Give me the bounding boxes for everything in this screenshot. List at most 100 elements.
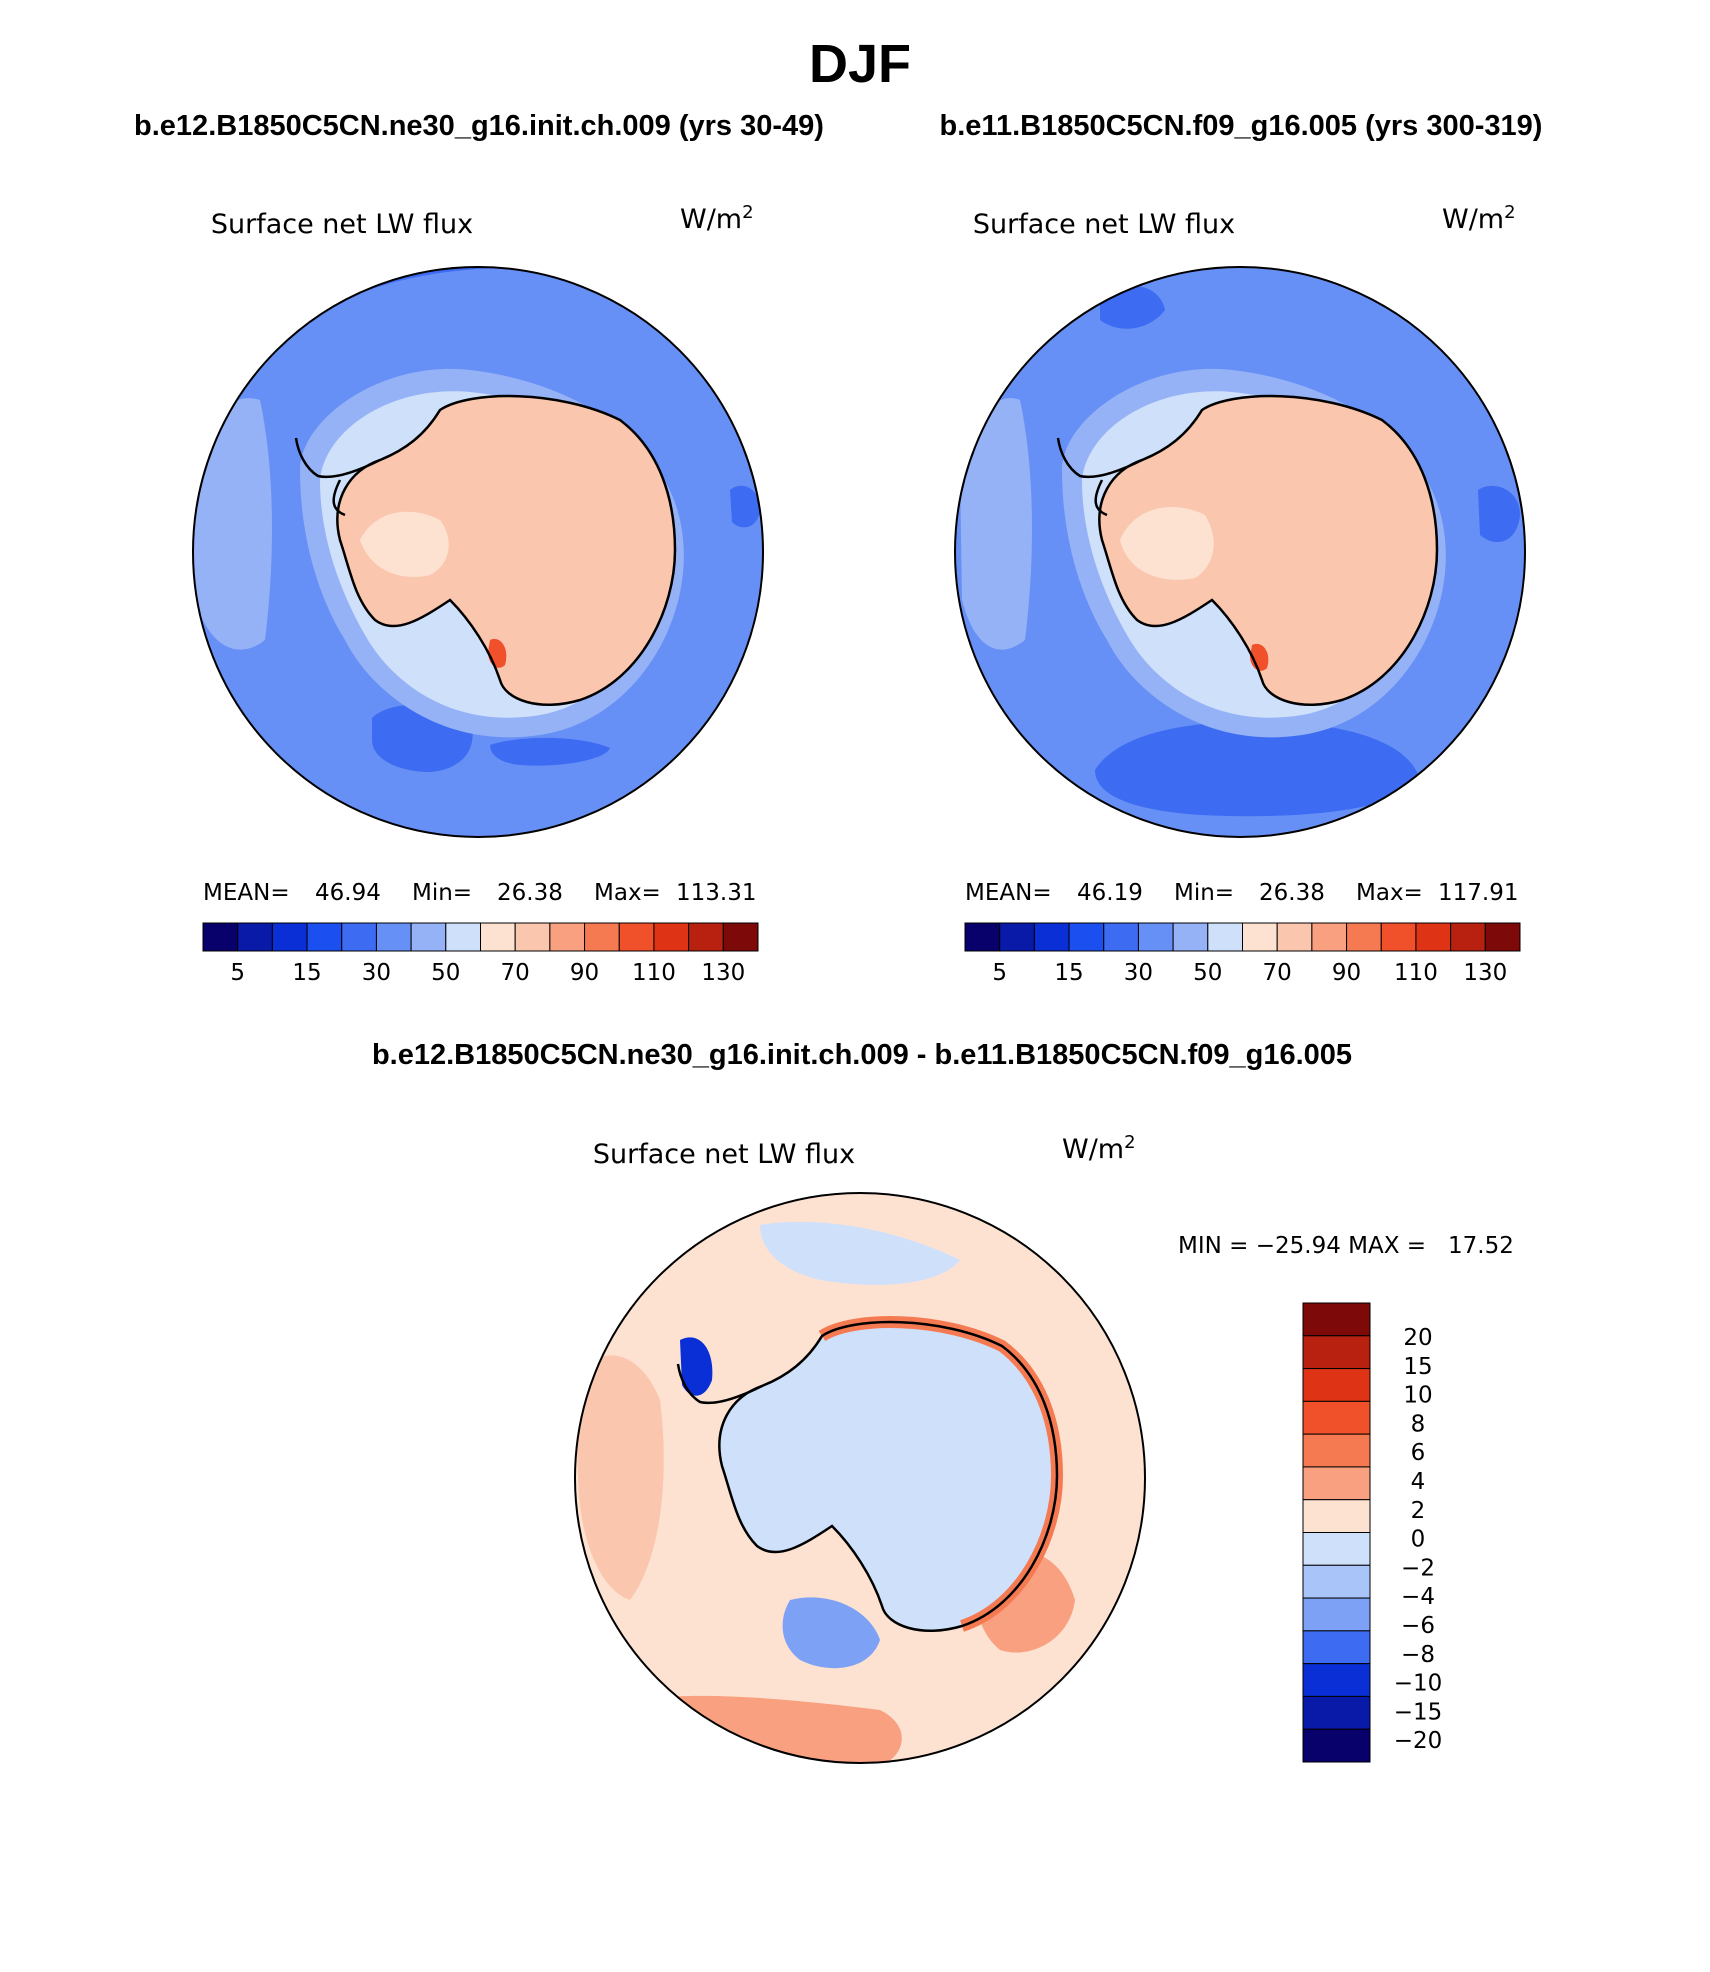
colorbar-swatch bbox=[1302, 1728, 1371, 1763]
right-min-value: 26.38 bbox=[1259, 880, 1325, 906]
colorbar-swatch bbox=[1302, 1597, 1371, 1632]
left-units-base: W/m bbox=[680, 204, 742, 235]
right-case-title: b.e11.B1850C5CN.f09_g16.005 (yrs 300-319… bbox=[940, 110, 1543, 142]
diff-map-border bbox=[574, 1192, 1146, 1764]
colorbar-swatch bbox=[1302, 1335, 1371, 1370]
left-colorbar: 5 15 30 50 70 90 110 130 bbox=[202, 922, 759, 986]
colorbar-tick-label: 8 bbox=[1411, 1411, 1426, 1437]
right-mean-label: MEAN= bbox=[965, 880, 1052, 906]
colorbar-swatch bbox=[618, 922, 655, 952]
colorbar-swatch bbox=[1415, 922, 1452, 952]
colorbar-swatch bbox=[1302, 1499, 1371, 1533]
colorbar-tick-label: 50 bbox=[1193, 960, 1222, 986]
figure-title: DJF bbox=[809, 34, 911, 94]
colorbar-swatch bbox=[549, 922, 586, 952]
colorbar-swatch bbox=[445, 922, 481, 952]
right-antarctica-field bbox=[1099, 396, 1437, 705]
diff-units-exponent: 2 bbox=[1124, 1132, 1135, 1153]
diff-units-label: W/m2 bbox=[1062, 1132, 1136, 1165]
left-panel: Surface net LW flux W/m2 MEAN= MEAN= 46.… bbox=[192, 202, 764, 986]
colorbar-swatch bbox=[999, 922, 1035, 952]
colorbar-tick-label: −2 bbox=[1401, 1555, 1435, 1581]
colorbar-tick-label: 15 bbox=[292, 960, 321, 986]
diff-title: b.e12.B1850C5CN.ne30_g16.init.ch.009 - b… bbox=[372, 1039, 1352, 1071]
colorbar-tick-label: 110 bbox=[1394, 960, 1438, 986]
colorbar-swatch bbox=[1346, 922, 1382, 952]
left-map-border bbox=[192, 266, 764, 838]
colorbar-tick-label: −4 bbox=[1401, 1584, 1435, 1610]
colorbar-tick-label: 2 bbox=[1411, 1498, 1426, 1524]
diff-south-negative bbox=[782, 1597, 880, 1669]
colorbar-swatch bbox=[1207, 922, 1243, 952]
diff-antarctica-field bbox=[719, 1322, 1057, 1631]
diff-minmax-label: MIN = −25.94 MAX = 17.52 bbox=[1178, 1233, 1514, 1259]
diff-panel: Surface net LW flux W/m2 MIN = −25.94 MA… bbox=[574, 1132, 1514, 1764]
right-min-label: Min= bbox=[1174, 880, 1234, 906]
colorbar-swatch bbox=[1302, 1466, 1371, 1501]
colorbar-tick-label: 130 bbox=[1463, 960, 1507, 986]
colorbar-swatch bbox=[1137, 922, 1174, 952]
colorbar-tick-label: 20 bbox=[1403, 1325, 1432, 1351]
colorbar-swatch bbox=[1172, 922, 1209, 952]
colorbar-swatch bbox=[514, 922, 551, 952]
colorbar-tick-label: 6 bbox=[1411, 1440, 1426, 1466]
colorbar-swatch bbox=[375, 922, 412, 952]
colorbar-swatch bbox=[1033, 922, 1070, 952]
left-min-value: 26.38 bbox=[497, 880, 563, 906]
left-coastline bbox=[336, 394, 677, 707]
colorbar-swatch bbox=[1302, 1663, 1371, 1697]
colorbar-tick-label: 5 bbox=[230, 960, 245, 986]
left-antarctica-light-patch bbox=[360, 511, 449, 577]
left-map bbox=[193, 267, 763, 837]
left-west-light-band bbox=[193, 398, 272, 650]
right-variable-label: Surface net LW flux bbox=[973, 209, 1235, 240]
colorbar-swatch bbox=[1450, 922, 1486, 952]
colorbar-swatch bbox=[964, 922, 1001, 952]
colorbar-tick-label: 90 bbox=[1332, 960, 1361, 986]
right-units-exponent: 2 bbox=[1504, 202, 1515, 223]
colorbar-swatch bbox=[237, 922, 273, 952]
right-mean-number: 46.19 bbox=[1077, 880, 1143, 906]
left-mean-label: MEAN= bbox=[203, 880, 290, 906]
colorbar-tick-label: 15 bbox=[1403, 1354, 1432, 1380]
diff-north-negative bbox=[760, 1221, 960, 1285]
colorbar-swatch bbox=[1302, 1695, 1371, 1730]
left-units-label: W/m2 bbox=[680, 202, 754, 235]
colorbar-swatch bbox=[1242, 922, 1278, 952]
colorbar-swatch bbox=[1276, 922, 1313, 952]
colorbar-swatch bbox=[271, 922, 308, 952]
colorbar-tick-label: 130 bbox=[701, 960, 745, 986]
right-units-base: W/m bbox=[1442, 204, 1504, 235]
left-units-exponent: 2 bbox=[742, 202, 753, 223]
colorbar-swatch bbox=[341, 922, 377, 952]
left-east-patch bbox=[730, 485, 760, 528]
right-max-label: Max= bbox=[1356, 880, 1423, 906]
right-peninsula bbox=[1056, 437, 1143, 517]
colorbar-tick-label: 15 bbox=[1054, 960, 1083, 986]
colorbar-swatch bbox=[410, 922, 447, 952]
colorbar-tick-label: −10 bbox=[1394, 1671, 1443, 1697]
diff-variable-label: Surface net LW flux bbox=[593, 1139, 855, 1170]
colorbar-swatch bbox=[1302, 1400, 1371, 1435]
left-case-title: b.e12.B1850C5CN.ne30_g16.init.ch.009 (yr… bbox=[134, 110, 824, 142]
colorbar-tick-label: 50 bbox=[431, 960, 460, 986]
left-min-label: Min= bbox=[412, 880, 472, 906]
colorbar-swatch bbox=[1484, 922, 1521, 952]
colorbar-tick-label: 70 bbox=[501, 960, 530, 986]
left-peninsula bbox=[294, 437, 381, 517]
colorbar-swatch bbox=[688, 922, 724, 952]
colorbar-tick-label: 0 bbox=[1411, 1527, 1426, 1553]
colorbar-swatch bbox=[722, 922, 759, 952]
left-south-patch bbox=[490, 737, 610, 766]
colorbar-swatch bbox=[1103, 922, 1139, 952]
colorbar-tick-label: −20 bbox=[1394, 1728, 1443, 1754]
right-stats: MEAN= 46.19 Min= 26.38 Max= 117.91 bbox=[965, 880, 1518, 906]
left-variable-label: Surface net LW flux bbox=[211, 209, 473, 240]
right-max-value: 117.91 bbox=[1438, 880, 1518, 906]
colorbar-swatch bbox=[584, 922, 620, 952]
right-panel: Surface net LW flux W/m2 MEAN= 46.19 Min… bbox=[954, 202, 1526, 986]
right-antarctica-light-patch bbox=[1120, 507, 1214, 580]
colorbar-tick-label: 5 bbox=[992, 960, 1007, 986]
colorbar-tick-label: 30 bbox=[362, 960, 391, 986]
